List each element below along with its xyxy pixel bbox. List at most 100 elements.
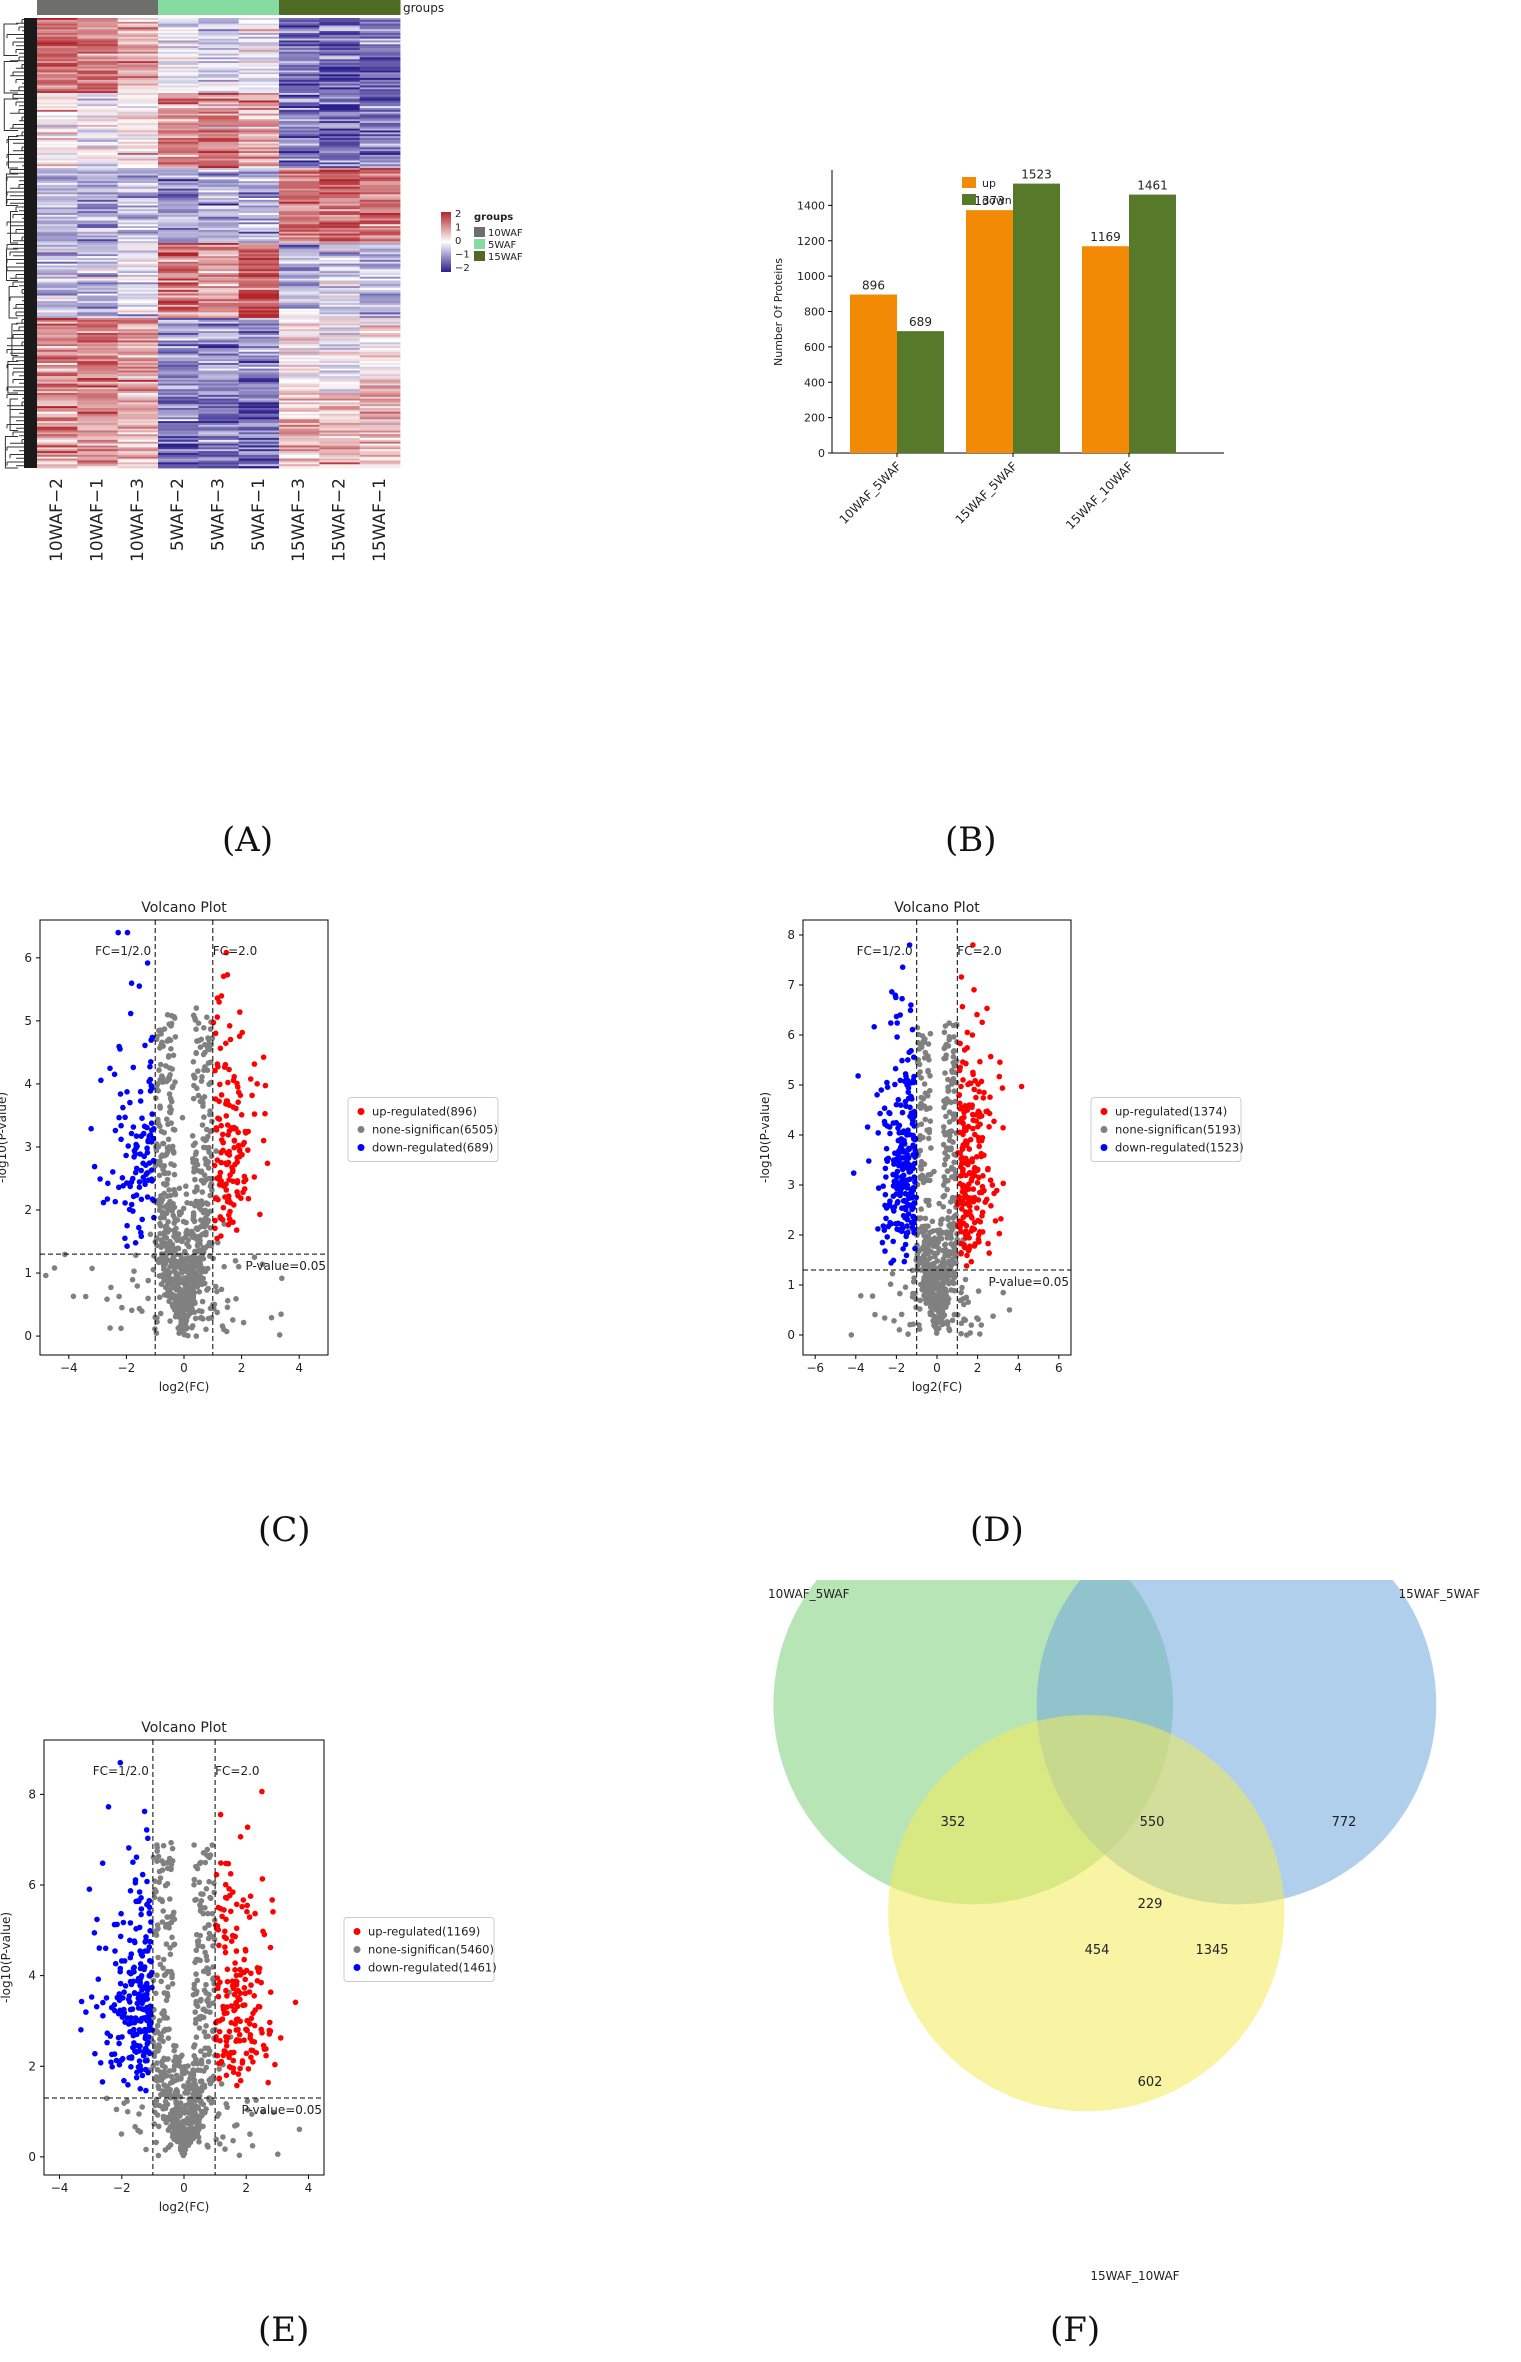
- heatmap-cell: [77, 426, 119, 430]
- point-not-significant: [199, 1255, 206, 1261]
- point-down-regulated: [127, 1099, 133, 1106]
- point-down-regulated: [128, 1130, 135, 1137]
- heatmap-cell: [77, 299, 119, 302]
- point-not-significant: [118, 2131, 125, 2137]
- heatmap-cell: [238, 149, 280, 152]
- heatmap-cell: [158, 128, 199, 131]
- heatmap-cell: [279, 258, 320, 261]
- point-not-significant: [206, 1922, 212, 1928]
- heatmap-cell: [319, 151, 361, 154]
- point-down-regulated: [911, 1054, 917, 1060]
- heatmap-cell: [279, 351, 320, 355]
- heatmap-cell: [359, 74, 401, 77]
- heatmap-cell: [117, 184, 159, 188]
- point-not-significant: [922, 1286, 929, 1293]
- heatmap-cell: [279, 256, 320, 259]
- heatmap-cell: [158, 244, 199, 248]
- heatmap-cell: [319, 25, 361, 28]
- heatmap-cell: [117, 106, 159, 109]
- point-not-significant: [251, 1254, 258, 1260]
- point-up-regulated: [965, 1081, 971, 1088]
- heatmap-cell: [319, 428, 361, 431]
- point-not-significant: [155, 1118, 161, 1125]
- point-down-regulated: [875, 1226, 881, 1232]
- heatmap-cell: [238, 96, 280, 100]
- heatmap-cell: [37, 226, 78, 229]
- heatmap-cell: [37, 149, 78, 152]
- heatmap-cell: [158, 321, 199, 325]
- point-not-significant: [247, 2131, 253, 2137]
- heatmap-cell: [319, 83, 361, 86]
- heatmap-cell: [279, 383, 320, 386]
- heatmap-cell: [279, 413, 320, 416]
- heatmap-cell: [279, 408, 320, 411]
- heatmap-cell: [238, 61, 280, 64]
- point-up-regulated: [988, 1203, 994, 1209]
- heatmap-cell: [238, 396, 280, 400]
- heatmap-cell: [117, 63, 159, 66]
- heatmap-cell: [198, 79, 240, 83]
- point-up-regulated: [967, 1203, 973, 1210]
- heatmap-cell: [77, 63, 119, 66]
- point-up-regulated: [957, 1040, 963, 1047]
- heatmap-cell: [238, 192, 280, 195]
- heatmap-cell: [359, 79, 401, 83]
- heatmap-cell: [359, 346, 401, 349]
- heatmap-cell: [77, 393, 119, 396]
- heatmap-cell: [319, 353, 361, 356]
- point-down-regulated: [884, 1079, 890, 1086]
- point-not-significant: [168, 1120, 174, 1126]
- point-up-regulated: [215, 1115, 221, 1122]
- heatmap-cell: [319, 96, 361, 100]
- point-not-significant: [917, 1147, 924, 1154]
- heatmap-cell: [319, 406, 361, 409]
- heatmap-cell: [319, 94, 361, 98]
- point-down-regulated: [140, 1174, 147, 1181]
- legend-swatch-5WAF: [474, 239, 485, 249]
- heatmap-cell: [238, 376, 280, 379]
- point-not-significant: [967, 1330, 973, 1336]
- heatmap-cell: [279, 51, 320, 55]
- heatmap-cell: [319, 229, 361, 233]
- heatmap-cell: [279, 381, 320, 385]
- point-not-significant: [164, 1116, 170, 1122]
- heatmap-cell: [77, 138, 119, 141]
- heatmap-cell: [319, 74, 361, 77]
- heatmap-cell: [238, 394, 280, 398]
- heatmap-cell: [359, 154, 401, 158]
- heatmap-cell: [359, 34, 401, 38]
- point-not-significant: [889, 1270, 896, 1277]
- heatmap-cell: [117, 96, 159, 100]
- heatmap-cell: [198, 451, 240, 454]
- heatmap-cell: [77, 282, 119, 285]
- point-up-regulated: [212, 1030, 219, 1037]
- heatmap-cell: [158, 96, 199, 100]
- heatmap-cell: [77, 147, 119, 150]
- heatmap-cell: [279, 454, 320, 458]
- heatmap-cell: [198, 123, 240, 126]
- point-not-significant: [157, 1215, 164, 1221]
- point-down-regulated: [144, 1145, 150, 1151]
- heatmap-cell: [158, 246, 199, 250]
- legend-marker: [1100, 1144, 1108, 1151]
- heatmap-cell: [77, 280, 119, 283]
- heatmap-cell: [117, 46, 159, 49]
- heatmap-cell: [198, 419, 240, 422]
- heatmap-cell: [279, 409, 320, 413]
- heatmap-cell: [77, 171, 119, 175]
- heatmap-cell: [279, 136, 320, 139]
- point-down-regulated: [132, 1151, 139, 1157]
- heatmap-cell: [77, 199, 119, 203]
- heatmap-cell: [198, 318, 240, 321]
- point-down-regulated: [118, 1122, 124, 1129]
- heatmap-cell: [198, 23, 240, 26]
- heatmap-cell: [238, 456, 280, 460]
- heatmap-cell: [279, 76, 320, 79]
- point-up-regulated: [959, 1206, 965, 1212]
- heatmap-cell: [158, 149, 199, 152]
- heatmap-cell: [158, 164, 199, 167]
- point-not-significant: [193, 1026, 199, 1032]
- heatmap-cell: [198, 310, 240, 313]
- heatmap-cell: [279, 400, 320, 403]
- heatmap-cell: [37, 340, 78, 343]
